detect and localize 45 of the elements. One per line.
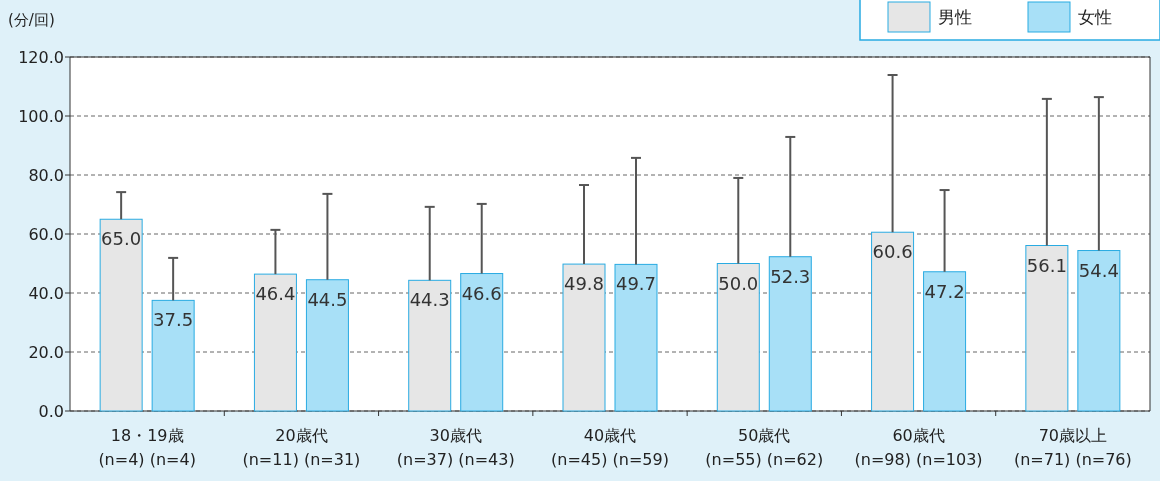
bar: [562, 263, 606, 412]
data-label: 50.0: [718, 272, 759, 294]
bar: [460, 273, 504, 412]
bar: [768, 256, 812, 412]
bar: [305, 279, 349, 412]
bar: [253, 273, 297, 412]
y-tick-label: 20.0: [28, 343, 64, 362]
bar: [99, 218, 143, 412]
x-tick-label: 60歳代 (n=98) (n=103): [854, 426, 983, 469]
y-tick-label: 80.0: [28, 166, 64, 185]
x-tick-label: 50歳代 (n=55) (n=62): [705, 426, 824, 469]
x-tick-label: 40歳代 (n=45) (n=59): [551, 426, 669, 469]
data-label: 56.1: [1026, 254, 1067, 276]
bar: [614, 263, 658, 412]
data-label: 47.2: [924, 280, 965, 302]
x-tick-label: 70歳以上 (n=71) (n=76): [1013, 426, 1132, 469]
data-label: 60.6: [872, 241, 913, 263]
y-tick-label: 60.0: [28, 225, 64, 244]
data-label: 65.0: [101, 228, 142, 250]
data-label: 49.8: [563, 273, 605, 295]
y-tick-label: 100.0: [18, 107, 64, 126]
data-label: 49.7: [615, 273, 657, 295]
data-label: 54.4: [1078, 259, 1119, 281]
bar: [408, 279, 452, 412]
data-label: 52.3: [770, 265, 811, 287]
bar: [871, 231, 915, 412]
legend-label: 女性: [1078, 7, 1112, 27]
y-tick-label: 40.0: [28, 284, 64, 303]
y-axis-title: (分/回): [8, 11, 55, 29]
x-tick-label: 30歳代 (n=37) (n=43): [396, 426, 515, 469]
bar: [923, 271, 967, 412]
y-tick-label: 120.0: [18, 48, 64, 67]
data-label: 44.5: [307, 288, 348, 310]
data-label: 44.3: [409, 289, 450, 311]
bar: [1025, 245, 1069, 412]
x-tick-label: 18・19歳 (n=4) (n=4): [98, 426, 196, 469]
bar: [1077, 250, 1121, 412]
legend-label: 男性: [938, 7, 972, 27]
x-tick-label: 20歳代 (n=11) (n=31): [242, 426, 361, 469]
bar: [716, 263, 760, 412]
data-label: 37.5: [153, 309, 194, 331]
y-tick-label: 0.0: [38, 402, 64, 421]
data-label: 46.6: [461, 282, 502, 304]
data-label: 46.4: [255, 283, 296, 305]
bar: [151, 299, 195, 412]
